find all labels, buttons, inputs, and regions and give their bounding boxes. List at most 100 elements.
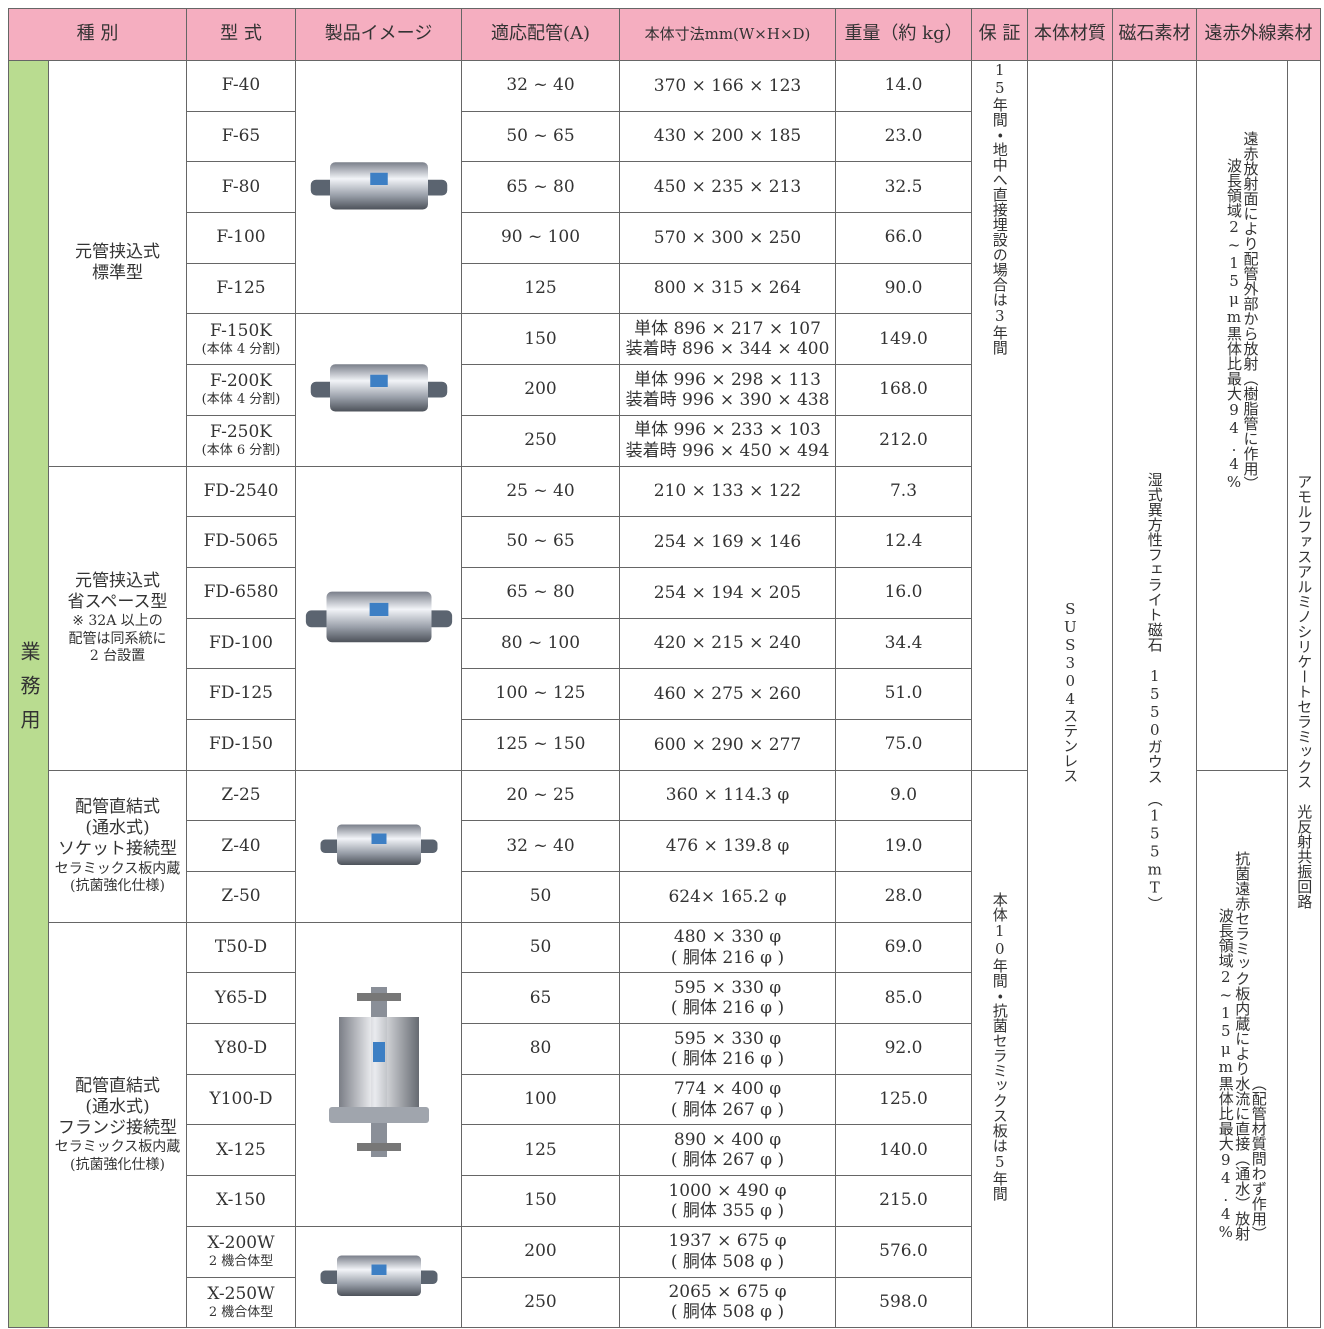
model-cell: F-40 bbox=[186, 60, 297, 112]
table-row: Y80-D 80 595 × 330 φ( 胴体 216 φ ) 92.0 bbox=[9, 1023, 1321, 1075]
model-cell: FD-150 bbox=[186, 718, 297, 771]
header-cell: 適応配管(A) bbox=[461, 8, 621, 61]
weight-cell: 34.4 bbox=[835, 617, 973, 670]
model-cell: Z-25 bbox=[186, 769, 297, 822]
model-cell: F-65 bbox=[186, 110, 297, 163]
size-line: 360 × 114.3 φ bbox=[665, 785, 790, 806]
size-cell: 595 × 330 φ( 胴体 216 φ ) bbox=[619, 1023, 837, 1075]
type-line: セラミックス板内蔵 bbox=[54, 860, 181, 877]
size-line: ( 胴体 508 φ ) bbox=[670, 1302, 785, 1323]
model-note: 2 機合体型 bbox=[208, 1304, 274, 1320]
model-cell: F-80 bbox=[186, 161, 297, 214]
model-cell: Y65-D bbox=[186, 972, 297, 1025]
header-cell: 本体材質 bbox=[1027, 8, 1114, 61]
model-cell: F-200K (本体 4 分割) bbox=[186, 364, 297, 416]
model-cell: X-150 bbox=[186, 1175, 297, 1227]
table-row: FD-100 80 ~ 100 420 × 215 × 240 34.4 bbox=[9, 617, 1321, 670]
type-line: (抗菌強化仕様) bbox=[70, 1156, 165, 1173]
section-cell: 業務用 bbox=[8, 59, 49, 1329]
vertical-cell: SUS304ステンレス bbox=[1027, 59, 1114, 1329]
pipe-cell: 150 bbox=[461, 313, 621, 366]
size-cell: 254 × 194 × 205 bbox=[619, 566, 837, 619]
type-cell: 元管挟込式 省スペース型 ※ 32A 以上の 配管は同系統に 2 台設置 bbox=[47, 465, 188, 771]
pipe-cell: 100 bbox=[461, 1073, 621, 1126]
pipe-cell: 125 bbox=[461, 262, 621, 315]
size-line: 450 × 235 × 213 bbox=[653, 177, 802, 198]
model-cell: FD-5065 bbox=[186, 516, 297, 568]
size-line: 単体 996 × 298 × 113 bbox=[634, 369, 821, 390]
size-line: ( 胴体 508 φ ) bbox=[670, 1251, 785, 1272]
size-line: 1000 × 490 φ bbox=[668, 1180, 787, 1201]
header-cell: 製品イメージ bbox=[295, 8, 463, 61]
table-row: F-80 65 ~ 80 450 × 235 × 213 32.5 bbox=[9, 161, 1321, 214]
model-cell: F-125 bbox=[186, 262, 297, 315]
model: Z-25 bbox=[221, 784, 261, 805]
size-cell: 420 × 215 × 240 bbox=[619, 617, 837, 670]
size-line: 420 × 215 × 240 bbox=[653, 633, 802, 654]
model-cell: F-150K (本体 4 分割) bbox=[186, 313, 297, 366]
size-cell: 210 × 133 × 122 bbox=[619, 465, 837, 518]
pipe-cell: 65 ~ 80 bbox=[461, 161, 621, 214]
table-row: F-250K (本体 6 分割) 250 単体 996 × 233 × 103 装着時 … bbox=[9, 414, 1321, 467]
type-line: 配管直結式 bbox=[75, 796, 160, 817]
table-row: F-65 50 ~ 65 430 × 200 × 185 23.0 bbox=[9, 110, 1321, 163]
model-cell: FD-100 bbox=[186, 617, 297, 670]
table-row: F-125 125 800 × 315 × 264 90.0 bbox=[9, 262, 1321, 315]
size-line: 210 × 133 × 122 bbox=[653, 481, 802, 502]
vertical-cell: 15年間・地中へ直接埋設の場合は3年間 bbox=[971, 60, 1029, 771]
weight-cell: 28.0 bbox=[835, 871, 973, 923]
size-line: 装着時 996 × 390 × 438 bbox=[625, 389, 830, 410]
size-cell: 単体 896 × 217 × 107 装着時 896 × 344 × 400 bbox=[619, 313, 837, 366]
size-cell: 460 × 275 × 260 bbox=[619, 668, 837, 720]
size-cell: 890 × 400 φ( 胴体 267 φ ) bbox=[619, 1124, 837, 1177]
size-cell: 370 × 166 × 123 bbox=[619, 60, 837, 112]
vertical-text: SUS304ステンレス bbox=[1061, 600, 1080, 784]
size-cell: 単体 996 × 233 × 103 装着時 996 × 450 × 494 bbox=[619, 414, 837, 467]
image-cell bbox=[295, 313, 463, 467]
size-line: 595 × 330 φ bbox=[673, 977, 782, 998]
pipe-cell: 80 ~ 100 bbox=[461, 617, 621, 670]
type-line: 省スペース型 bbox=[67, 591, 168, 612]
weight-cell: 23.0 bbox=[835, 110, 973, 163]
table-row: X-200W 2 機合体型 200 1937 × 675 φ( 胴体 508 φ ) 5… bbox=[9, 1225, 1321, 1329]
vertical-text: アモルファスアルミノシリケートセラミックス 光反射共振回路 bbox=[1295, 474, 1314, 910]
model: Y65-D bbox=[214, 987, 268, 1008]
model-cell: T50-D bbox=[186, 921, 297, 974]
image-cell bbox=[295, 769, 463, 923]
product-image bbox=[305, 591, 452, 642]
size-line: 624× 165.2 φ bbox=[668, 886, 787, 907]
pipe-cell: 250 bbox=[461, 414, 621, 467]
size-line: 254 × 194 × 205 bbox=[653, 582, 802, 603]
type-line: 2 台設置 bbox=[89, 648, 146, 665]
pipe-cell: 200 bbox=[461, 1225, 621, 1278]
model: FD-100 bbox=[209, 632, 273, 653]
model-cell: Y80-D bbox=[186, 1023, 297, 1075]
model: F-40 bbox=[221, 75, 261, 96]
model: F-80 bbox=[221, 176, 261, 197]
section-label: 業務用 bbox=[17, 640, 41, 743]
pipe-cell: 250 bbox=[461, 1276, 621, 1329]
pipe-cell: 100 ~ 125 bbox=[461, 668, 621, 720]
model-cell: FD-6580 bbox=[186, 566, 297, 619]
type-line: 元管挟込式 bbox=[75, 570, 160, 591]
model: Z-40 bbox=[221, 835, 261, 856]
table-row: 配管直結式 (通水式) ソケット接続型 セラミックス板内蔵 (抗菌強化仕様) Z-25 20… bbox=[9, 769, 1321, 1329]
model: F-65 bbox=[221, 125, 261, 146]
type-cell: 元管挟込式 標準型 bbox=[47, 60, 188, 467]
header-cell: 保 証 bbox=[971, 8, 1029, 61]
weight-cell: 32.5 bbox=[835, 161, 973, 214]
spec-table: 種 別 型 式 製品イメージ 適応配管(A) 本体寸法mm(W×H×D) 重量（… bbox=[7, 8, 1322, 1329]
weight-cell: 90.0 bbox=[835, 262, 973, 315]
table-row: Z-50 50 624× 165.2 φ 28.0 bbox=[9, 871, 1321, 923]
type-line: 標準型 bbox=[92, 263, 143, 284]
pipe-cell: 80 bbox=[461, 1023, 621, 1075]
model: T50-D bbox=[214, 936, 268, 957]
table-body: 業務用 元管挟込式 標準型 F-40 32 ~ 40 370 × 166 × 123 14.… bbox=[8, 59, 1322, 1329]
weight-cell: 125.0 bbox=[835, 1073, 973, 1126]
table-row: FD-125 100 ~ 125 460 × 275 × 260 51.0 bbox=[9, 668, 1321, 720]
model: Y100-D bbox=[209, 1088, 273, 1109]
header-cell: 本体寸法mm(W×H×D) bbox=[619, 8, 837, 61]
weight-cell: 92.0 bbox=[835, 1023, 973, 1075]
type-line: セラミックス板内蔵 bbox=[54, 1139, 181, 1156]
vertical-text: 本体10年間・抗菌セラミックス板は5年間 bbox=[990, 891, 1009, 1201]
